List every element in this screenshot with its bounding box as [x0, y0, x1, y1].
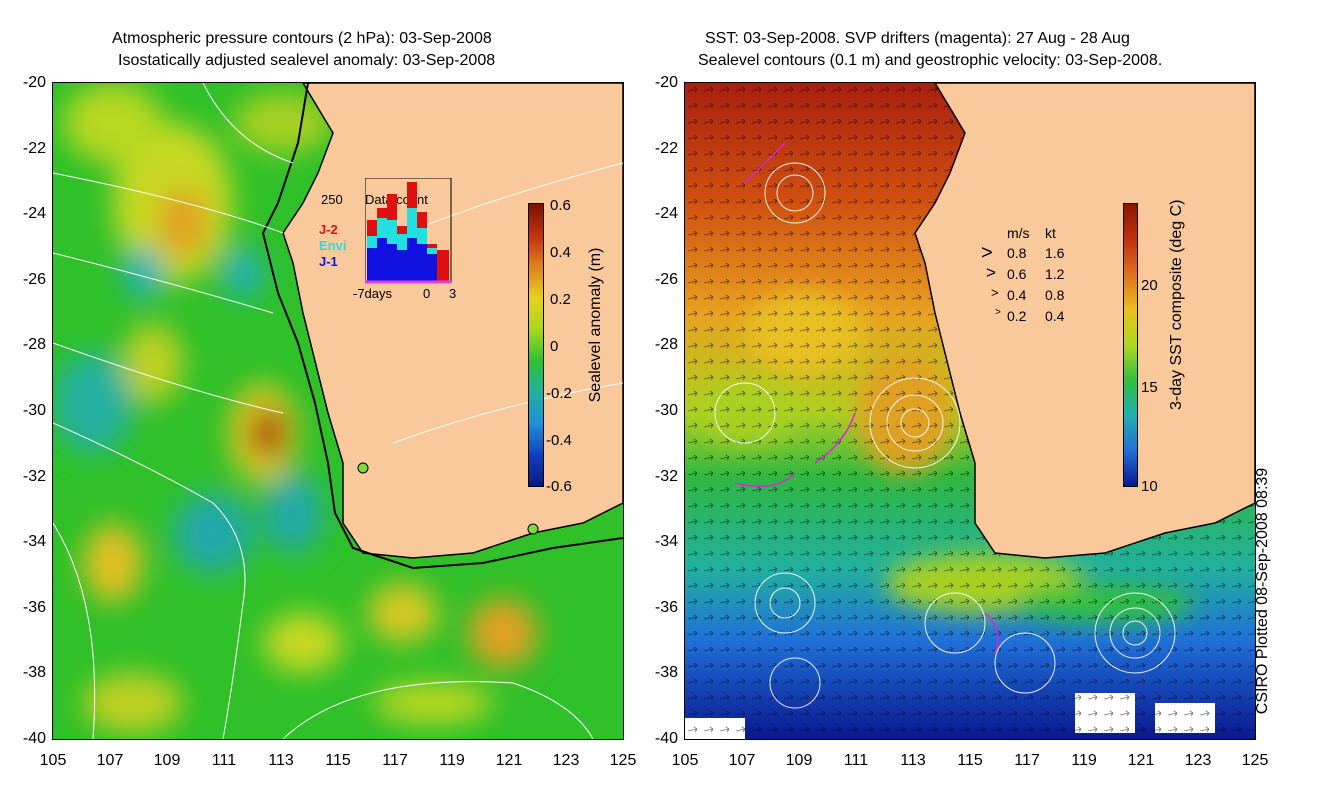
left-map-panel: 250 Data count J-2 Envi J-1 -7days 0 3 0…: [52, 82, 624, 740]
x-tick-label: 121: [495, 752, 523, 769]
sst-tick: 20: [1141, 277, 1158, 294]
x-tick-label: 105: [671, 752, 699, 769]
right-title-line2: Sealevel contours (0.1 m) and geostrophi…: [698, 52, 1163, 69]
anomaly-tick: -0.2: [546, 385, 572, 402]
velocity-header-ms: m/s: [1007, 225, 1030, 241]
anomaly-tick: 0.4: [550, 244, 571, 261]
x-tick-label: 111: [211, 752, 237, 769]
station-marker: [357, 462, 369, 474]
velocity-ms: 0.6: [1007, 266, 1027, 282]
velocity-ms: 0.8: [1007, 245, 1027, 261]
inset-histogram: [365, 178, 452, 284]
anomaly-tick: 0.6: [550, 197, 571, 214]
sst-colorbar-label: 3-day SST composite (deg C): [1168, 199, 1185, 410]
velocity-kt: 1.6: [1045, 245, 1065, 261]
velocity-kt: 1.2: [1045, 266, 1065, 282]
y-tick-label: -24: [22, 205, 46, 223]
anomaly-tick: 0.2: [550, 291, 571, 308]
inset-xlabel-start: -7days: [353, 286, 393, 301]
y-tick-label: -32: [22, 467, 46, 485]
y-tick-label: -20: [22, 74, 46, 91]
x-tick-label: 113: [900, 752, 926, 769]
x-tick-label: 115: [957, 752, 983, 769]
x-tick-label: 121: [1127, 752, 1155, 769]
inset-legend-j1: J-1: [319, 254, 338, 269]
velocity-ms: 0.4: [1007, 287, 1027, 303]
station-marker: [527, 523, 539, 535]
x-tick-label: 125: [609, 752, 637, 769]
anomaly-tick: -0.4: [546, 432, 572, 449]
inset-legend-envi: Envi: [319, 238, 347, 253]
inset-xlabel-end: 3: [449, 286, 457, 301]
y-tick-label: -30: [22, 402, 46, 419]
sst-tick: 15: [1141, 379, 1158, 396]
sst-map: [685, 83, 1255, 739]
x-tick-label: 109: [785, 752, 813, 769]
y-tick-label: -34: [22, 533, 46, 551]
anomaly-tick: 0: [550, 338, 559, 355]
velocity-arrow-icon: >: [991, 285, 999, 300]
y-tick-label: -28: [22, 336, 46, 354]
x-tick-label: 117: [1014, 752, 1040, 769]
anomaly-colorbar-label: Sealevel anomaly (m): [587, 247, 604, 403]
y-tick-label: -22: [654, 139, 678, 157]
velocity-kt: 0.8: [1045, 287, 1065, 303]
y-tick-label: -30: [654, 402, 678, 419]
left-title-line2: Isostatically adjusted sealevel anomaly:…: [118, 52, 496, 69]
x-tick-label: 119: [1071, 752, 1097, 769]
x-tick-label: 119: [439, 752, 465, 769]
x-tick-label: 117: [382, 752, 408, 769]
velocity-arrow-icon: >: [995, 307, 1001, 318]
data-count-inset: 250 Data count J-2 Envi J-1 -7days 0 3: [315, 178, 465, 308]
x-tick-label: 123: [1184, 752, 1212, 769]
right-map-panel: m/s kt > 0.8 1.6 > 0.6 1.2 > 0.4 0.8 > 0…: [684, 82, 1256, 740]
x-tick-label: 125: [1241, 752, 1269, 769]
y-tick-label: -26: [22, 270, 46, 288]
y-tick-label: -40: [654, 730, 678, 747]
velocity-ms: 0.2: [1007, 308, 1027, 324]
land-mass: [914, 83, 1255, 559]
anomaly-colorbar: [528, 203, 544, 487]
x-tick-label: 115: [325, 752, 351, 769]
y-tick-label: -28: [654, 336, 678, 354]
x-tick-label: 107: [96, 752, 124, 769]
y-tick-label: -20: [654, 74, 678, 91]
y-tick-label: -36: [654, 598, 678, 616]
x-tick-label: 105: [39, 752, 67, 769]
velocity-legend: m/s kt > 0.8 1.6 > 0.6 1.2 > 0.4 0.8 > 0…: [981, 225, 1091, 355]
y-tick-label: -24: [654, 205, 678, 223]
x-tick-label: 109: [153, 752, 181, 769]
credit-label: CSIRO Plotted 08-Sep-2008 08:39: [1254, 467, 1271, 715]
left-title-line1: Atmospheric pressure contours (2 hPa): 0…: [112, 30, 492, 47]
y-tick-label: -38: [22, 664, 46, 682]
y-tick-label: -32: [654, 467, 678, 485]
y-tick-label: -40: [22, 730, 46, 747]
velocity-arrow-icon: >: [986, 263, 996, 282]
x-tick-label: 111: [843, 752, 869, 769]
x-tick-label: 113: [268, 752, 294, 769]
sst-tick: 10: [1141, 478, 1158, 495]
sst-colorbar: [1123, 203, 1138, 487]
inset-xlabel-zero: 0: [423, 286, 431, 301]
x-tick-label: 107: [728, 752, 756, 769]
inset-legend-j2: J-2: [319, 222, 338, 237]
velocity-header-kt: kt: [1045, 225, 1056, 241]
y-tick-label: -22: [22, 139, 46, 157]
y-tick-label: -38: [654, 664, 678, 682]
y-tick-label: -36: [22, 598, 46, 616]
y-tick-label: -26: [654, 270, 678, 288]
velocity-arrow-icon: >: [981, 242, 993, 264]
velocity-kt: 0.4: [1045, 308, 1065, 324]
inset-max-label: 250: [321, 192, 343, 207]
x-tick-label: 123: [552, 752, 580, 769]
right-title-line1: SST: 03-Sep-2008. SVP drifters (magenta)…: [705, 30, 1130, 47]
y-tick-label: -34: [654, 533, 678, 551]
anomaly-tick: -0.6: [546, 478, 572, 495]
